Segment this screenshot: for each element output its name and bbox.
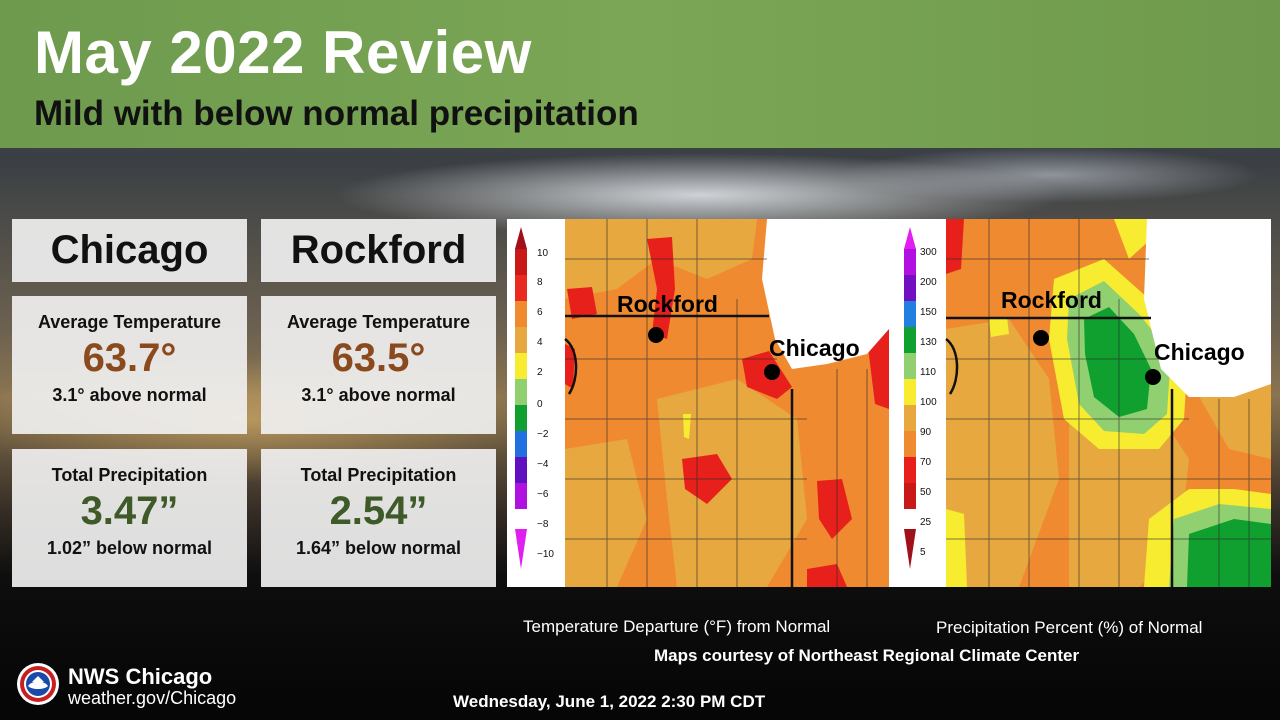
nws-logo-icon	[17, 663, 59, 705]
temperature-departure-map: 10 8 6 4 2 0 −2 −4 −6 −8 −10	[507, 219, 889, 587]
legend-tick: −2	[537, 429, 549, 440]
map-city-label-chicago: Chicago	[1154, 339, 1245, 365]
stat-value: 63.7°	[82, 336, 177, 380]
map-city-label-chicago: Chicago	[769, 335, 860, 361]
legend-tick: 2	[537, 367, 543, 378]
legend-tick: −8	[537, 519, 549, 530]
maps-credit: Maps courtesy of Northeast Regional Clim…	[654, 646, 1080, 665]
stat-label: Average Temperature	[286, 312, 471, 332]
precipitation-percent-map: 300 200 150 130 110 100 90 70 50 25 5	[889, 219, 1271, 587]
city-header-chicago: Chicago	[12, 219, 247, 282]
precipitation-map-caption: Precipitation Percent (%) of Normal	[936, 618, 1203, 637]
legend-tick: 50	[920, 487, 932, 498]
page-subtitle: Mild with below normal precipitation	[34, 94, 639, 133]
legend-tick: 90	[920, 427, 932, 438]
stat-note: 3.1° above normal	[52, 385, 207, 405]
chicago-temperature-box: Average Temperature 63.7° 3.1° above nor…	[12, 296, 247, 434]
stat-note: 3.1° above normal	[301, 385, 456, 405]
temperature-legend: 10 8 6 4 2 0 −2 −4 −6 −8 −10	[515, 227, 554, 569]
org-url-link[interactable]: weather.gov/Chicago	[68, 688, 237, 708]
legend-tick: 6	[537, 307, 543, 318]
legend-tick: 200	[920, 277, 937, 288]
temperature-map-field	[564, 219, 889, 587]
org-name: NWS Chicago	[68, 664, 213, 689]
map-city-label-rockford: Rockford	[1001, 287, 1102, 313]
stat-note: 1.02” below normal	[46, 538, 213, 558]
legend-tick: 10	[537, 248, 549, 259]
legend-tick: −10	[537, 549, 554, 560]
legend-tick: 150	[920, 307, 937, 318]
legend-tick: −6	[537, 489, 549, 500]
stat-label: Average Temperature	[37, 312, 222, 332]
legend-tick: 8	[537, 277, 543, 288]
legend-tick: 0	[537, 399, 543, 410]
page-title: May 2022 Review	[34, 19, 532, 86]
legend-tick: 4	[537, 337, 543, 348]
precipitation-legend: 300 200 150 130 110 100 90 70 50 25 5	[904, 227, 937, 569]
temperature-map-graphic: 10 8 6 4 2 0 −2 −4 −6 −8 −10	[507, 219, 889, 587]
precipitation-map-graphic: 300 200 150 130 110 100 90 70 50 25 5	[889, 219, 1271, 587]
issue-datetime: Wednesday, June 1, 2022 2:30 PM CDT	[453, 692, 766, 711]
stat-label: Total Precipitation	[300, 465, 457, 485]
city-header-rockford: Rockford	[261, 219, 496, 282]
precipitation-map-field	[945, 219, 1271, 587]
legend-tick: 130	[920, 337, 937, 348]
rockford-temperature-box: Average Temperature 63.5° 3.1° above nor…	[261, 296, 496, 434]
legend-tick: −4	[537, 459, 549, 470]
stat-value: 2.54”	[329, 489, 428, 533]
rockford-precipitation-box: Total Precipitation 2.54” 1.64” below no…	[261, 449, 496, 587]
stat-note: 1.64” below normal	[295, 538, 462, 558]
legend-tick: 5	[920, 547, 926, 558]
temperature-map-caption: Temperature Departure (°F) from Normal	[523, 617, 831, 636]
legend-tick: 100	[920, 397, 937, 408]
chicago-precipitation-box: Total Precipitation 3.47” 1.02” below no…	[12, 449, 247, 587]
legend-tick: 110	[920, 367, 936, 378]
map-city-label-rockford: Rockford	[617, 291, 718, 317]
legend-tick: 25	[920, 517, 932, 528]
legend-tick: 70	[920, 457, 932, 468]
stat-value: 63.5°	[331, 336, 426, 380]
stat-value: 3.47”	[80, 489, 179, 533]
stat-label: Total Precipitation	[51, 465, 208, 485]
legend-tick: 300	[920, 247, 937, 258]
header-banner: May 2022 Review Mild with below normal p…	[0, 0, 1280, 148]
